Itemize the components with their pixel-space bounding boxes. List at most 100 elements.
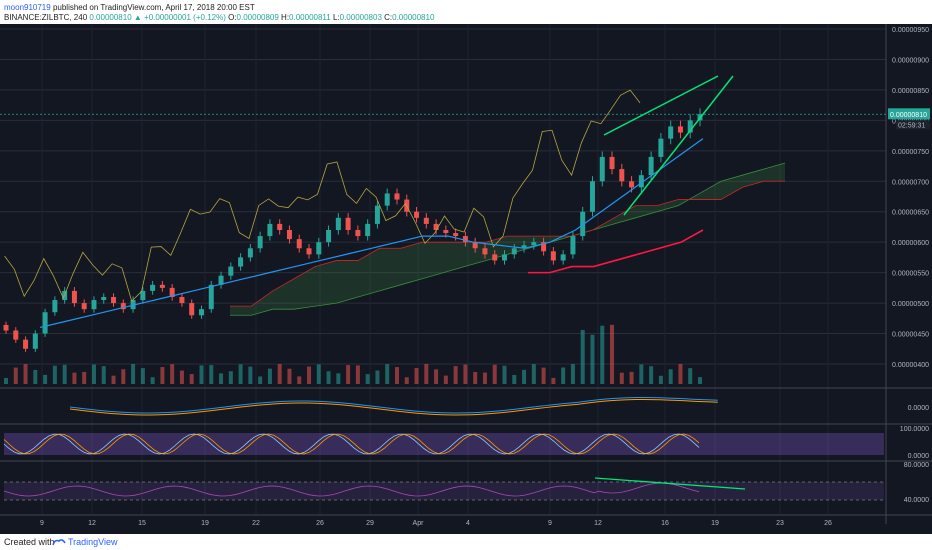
volume-bar (414, 368, 419, 384)
candle-body (208, 284, 214, 310)
candle-body (668, 126, 674, 139)
candle-body (306, 248, 312, 255)
candle-body (238, 257, 244, 267)
volume-bar (658, 375, 663, 384)
candle-body (71, 290, 77, 304)
published-text: published on TradingView.com, April 17, … (52, 3, 255, 12)
stoch-band (4, 433, 884, 455)
volume-bar (463, 364, 468, 384)
time-tick-label: 9 (548, 520, 552, 527)
created-with-text: Created with (4, 537, 55, 547)
candle-body (502, 254, 508, 261)
volume-bar (551, 377, 556, 384)
volume-bar (619, 372, 624, 384)
candle-body (101, 297, 107, 301)
volume-bar (561, 367, 566, 384)
candle-body (189, 303, 195, 316)
price-tick-label: 0.00000950 (892, 27, 929, 34)
volume-bar (307, 366, 312, 384)
lagging-span-line (4, 89, 641, 302)
symbol-label[interactable]: BINANCE:ZILBTC, 240 (4, 13, 88, 22)
candle-body (296, 239, 302, 249)
candle-body (316, 242, 322, 255)
time-tick-label: Apr (413, 520, 425, 527)
candle-body (355, 230, 361, 237)
open-label: O: (228, 13, 237, 22)
candle-body (247, 248, 253, 258)
volume-bar (189, 374, 194, 384)
candle-body (3, 324, 9, 331)
candle-body (482, 248, 488, 255)
volume-bar (502, 365, 507, 384)
chart-canvas[interactable]: 0.000009500.000009000.000008500.00000800… (0, 24, 932, 534)
volume-bar (649, 366, 654, 384)
wedge-upper-trendline (603, 75, 719, 136)
candle-body (599, 156, 605, 182)
volume-bar (219, 373, 224, 384)
candle-body (169, 287, 175, 297)
volume-bar (473, 371, 478, 384)
volume-bar (385, 364, 390, 384)
candle-body (629, 181, 635, 188)
chart-footer: Created with TradingView (0, 534, 932, 550)
volume-bar (424, 364, 429, 384)
candle-body (277, 223, 283, 230)
tradingview-brand[interactable]: TradingView (68, 537, 118, 547)
price-tick-label: 0.00000650 (892, 210, 929, 217)
candle-body (365, 223, 371, 237)
volume-bar (629, 371, 634, 384)
volume-bar (678, 364, 683, 384)
price-tick-label: 0.00000700 (892, 179, 929, 186)
candle-body (394, 193, 400, 200)
red-moving-average (528, 229, 704, 274)
volume-bar (522, 369, 527, 384)
volume-bar (541, 367, 546, 384)
tradingview-logo-icon (52, 539, 66, 546)
current-price-label: 0.00000810 (890, 112, 927, 119)
volume-bar (209, 365, 214, 384)
volume-bar (248, 366, 253, 384)
candle-body (511, 248, 517, 255)
volume-bar (297, 376, 302, 384)
volume-bar (277, 364, 282, 384)
high-label: H: (281, 13, 290, 22)
volume-bar (453, 366, 458, 384)
time-tick-label: 12 (88, 520, 96, 527)
volume-bar (287, 368, 292, 384)
price-tick-label: 0.00000850 (892, 88, 929, 95)
volume-bar (365, 374, 370, 384)
candle-body (453, 233, 459, 237)
volume-bar (150, 377, 155, 384)
rsi-divergence-trendline (594, 477, 746, 490)
volume-bar (72, 372, 77, 384)
candle-body (531, 242, 537, 246)
price-tick-label: 0.00000550 (892, 271, 929, 278)
candle-body (179, 297, 185, 304)
candle-body (570, 236, 576, 255)
volume-bar (33, 369, 38, 384)
candle-body (218, 275, 224, 285)
rsi-band (4, 482, 884, 500)
candle-body (687, 120, 693, 133)
candle-body (32, 333, 38, 349)
volume-bar (698, 377, 702, 384)
candle-body (541, 242, 547, 252)
volume-bar (52, 365, 57, 384)
blue-moving-average (39, 138, 704, 329)
time-tick-label: 26 (824, 520, 832, 527)
candle-body (560, 254, 566, 261)
volume-bar (101, 366, 106, 384)
volume-bar (394, 367, 399, 384)
candle-body (267, 223, 273, 237)
candle-body (198, 309, 204, 316)
publisher-name[interactable]: moon910719 (4, 3, 51, 12)
countdown-badge (896, 120, 930, 130)
candle-body (589, 181, 595, 212)
candle-body (677, 126, 683, 133)
volume-bar (62, 364, 67, 384)
low-value: 0.00000803 (339, 13, 382, 22)
candle-body (638, 175, 644, 188)
volume-bar (199, 365, 204, 384)
candle-body (81, 303, 87, 310)
candle-body (443, 230, 449, 234)
